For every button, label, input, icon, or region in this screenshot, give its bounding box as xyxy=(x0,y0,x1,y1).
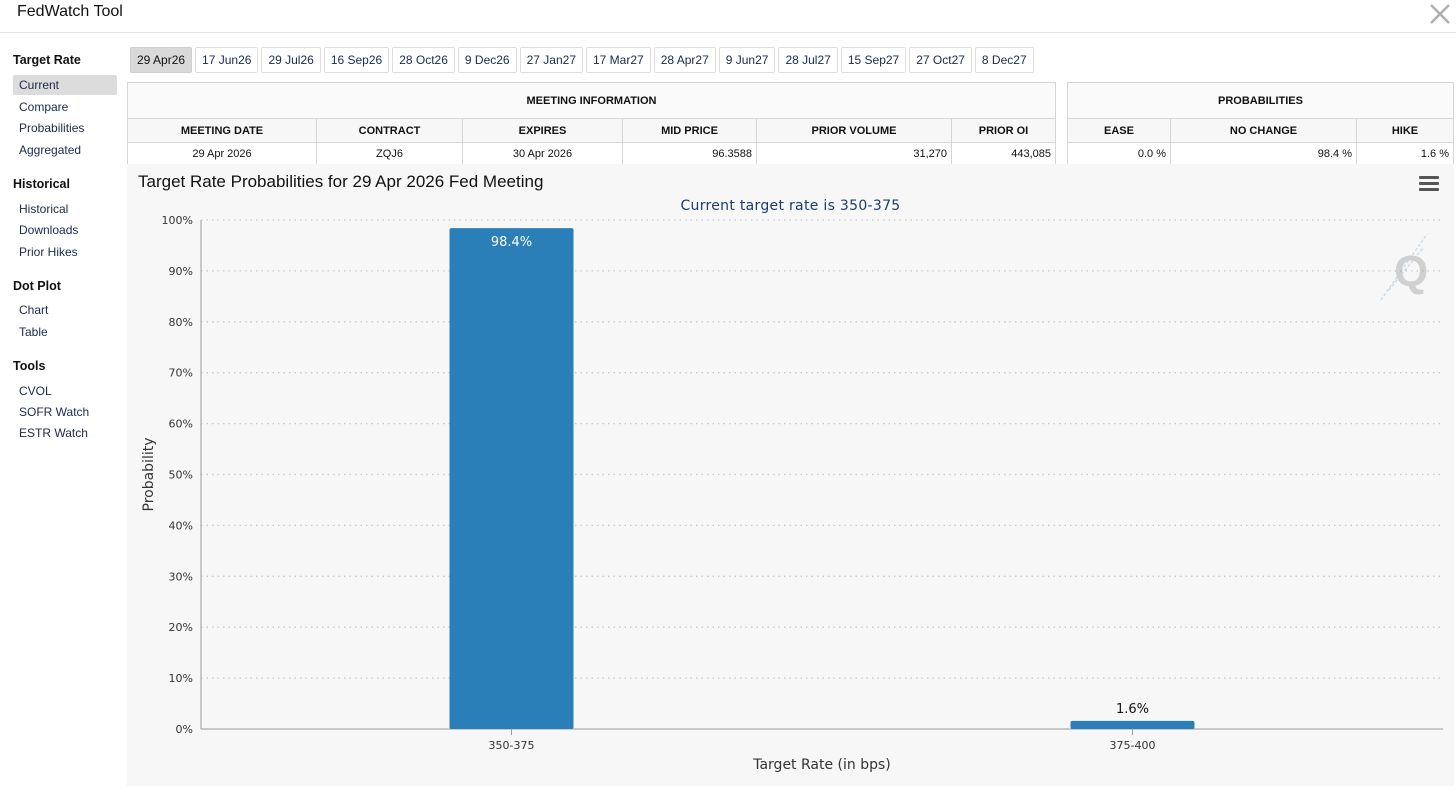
expires-cell: 30 Apr 2026 xyxy=(462,142,623,165)
sidebar-item-downloads[interactable]: Downloads xyxy=(19,223,79,237)
chart-title: Target Rate Probabilities for 29 Apr 202… xyxy=(138,172,544,191)
y-axis-title: Probability xyxy=(141,437,157,511)
sidebar-heading-dot-plot: Dot Plot xyxy=(13,279,61,293)
column-header: MID PRICE xyxy=(622,118,757,143)
tab-meeting[interactable]: 8 Dec27 xyxy=(974,47,1034,73)
close-icon[interactable] xyxy=(1428,2,1452,26)
column-header: HIKE xyxy=(1356,118,1454,143)
column-header: NO CHANGE xyxy=(1170,118,1357,143)
sidebar-heading-historical: Historical xyxy=(13,177,70,191)
probability-chart: 0% 10% 20% 30% 40% 50% 60% 70% 80% 90% 100% 350-375… xyxy=(141,214,1443,773)
y-tick-label: 100% xyxy=(162,214,193,227)
tab-meeting[interactable]: 9 Jun27 xyxy=(718,47,776,73)
tab-meeting[interactable]: 28 Apr27 xyxy=(653,47,716,73)
sidebar-item-prior-hikes[interactable]: Prior Hikes xyxy=(19,245,78,259)
prior-oi-cell: 443,085 xyxy=(951,142,1056,165)
y-tick-label: 60% xyxy=(169,418,193,431)
y-tick-label: 40% xyxy=(169,519,193,532)
y-tick-label: 70% xyxy=(169,367,193,380)
y-tick-label: 10% xyxy=(169,672,193,685)
data-label: 98.4% xyxy=(491,235,532,250)
probabilities-heading: PROBABILITIES xyxy=(1067,82,1454,119)
bar-375-400 xyxy=(1070,720,1195,729)
bar-350-375 xyxy=(449,228,574,730)
column-header: CONTRACT xyxy=(316,118,463,143)
tab-meeting[interactable]: 16 Sep26 xyxy=(323,47,390,73)
sidebar-item-aggregated[interactable]: Aggregated xyxy=(19,143,82,157)
title-bar: FedWatch Tool xyxy=(0,0,1456,33)
x-axis-title: Target Rate (in bps) xyxy=(752,757,891,773)
column-header: EXPIRES xyxy=(462,118,623,143)
sidebar-heading-tools: Tools xyxy=(13,359,46,373)
column-header: MEETING DATE xyxy=(127,118,317,143)
tab-meeting[interactable]: 17 Mar27 xyxy=(586,47,651,73)
tab-meeting[interactable]: 15 Sep27 xyxy=(840,47,907,73)
svg-text:Q: Q xyxy=(1394,247,1428,296)
chart-panel: 0% 10% 20% 30% 40% 50% 60% 70% 80% 90% 100% 350-375… xyxy=(127,164,1454,786)
contract-cell: ZQJ6 xyxy=(316,142,463,165)
sidebar-item-current[interactable]: Current xyxy=(13,75,117,95)
app-title: FedWatch Tool xyxy=(17,3,123,20)
meeting-information-table: MEETING INFORMATION MEETING DATE CONTRAC… xyxy=(127,82,1056,165)
column-header: PRIOR OI xyxy=(951,118,1056,143)
sidebar-item-probabilities[interactable]: Probabilities xyxy=(19,121,85,135)
tab-meeting[interactable]: 9 Dec26 xyxy=(457,47,517,73)
sidebar-item-estr-watch[interactable]: ESTR Watch xyxy=(19,426,88,440)
tab-meeting[interactable]: 28 Oct26 xyxy=(392,47,455,73)
sidebar-heading-target-rate: Target Rate xyxy=(13,53,81,67)
y-tick-label: 0% xyxy=(176,723,193,736)
hamburger-menu-icon[interactable] xyxy=(1419,176,1439,192)
y-tick-label: 20% xyxy=(169,621,193,634)
probabilities-table: PROBABILITIES EASE NO CHANGE HIKE 0.0 % … xyxy=(1067,82,1454,165)
chart-subtitle: Current target rate is 350-375 xyxy=(680,198,901,214)
meeting-tabs: 29 Apr26 17 Jun26 29 Jul26 16 Sep26 28 O… xyxy=(130,47,1034,73)
y-tick-label: 50% xyxy=(169,469,193,482)
prior-volume-cell: 31,270 xyxy=(756,142,952,165)
x-tick-label: 375-400 xyxy=(1110,739,1156,752)
tab-meeting[interactable]: 17 Jun26 xyxy=(195,47,259,73)
sidebar-item-historical[interactable]: Historical xyxy=(19,202,69,216)
sidebar-item-compare[interactable]: Compare xyxy=(19,100,69,114)
mid-price-cell: 96.3588 xyxy=(622,142,757,165)
hike-cell: 1.6 % xyxy=(1356,142,1454,165)
sidebar-item-table[interactable]: Table xyxy=(19,325,48,339)
tab-meeting[interactable]: 27 Jan27 xyxy=(519,47,583,73)
y-tick-label: 80% xyxy=(169,316,193,329)
tab-meeting[interactable]: 29 Apr26 xyxy=(130,47,193,73)
column-header: EASE xyxy=(1067,118,1171,143)
x-tick-label: 350-375 xyxy=(489,739,535,752)
sidebar-item-chart[interactable]: Chart xyxy=(19,303,49,317)
no-change-cell: 98.4 % xyxy=(1170,142,1357,165)
quikstrike-q-logo-icon: Q xyxy=(1380,233,1428,301)
column-header: PRIOR VOLUME xyxy=(756,118,952,143)
tab-meeting[interactable]: 29 Jul26 xyxy=(261,47,321,73)
meeting-date-cell: 29 Apr 2026 xyxy=(127,142,317,165)
data-label: 1.6% xyxy=(1116,702,1149,717)
ease-cell: 0.0 % xyxy=(1067,142,1171,165)
tab-meeting[interactable]: 27 Oct27 xyxy=(909,47,972,73)
y-tick-label: 30% xyxy=(169,570,193,583)
y-tick-label: 90% xyxy=(169,265,193,278)
sidebar-item-cvol[interactable]: CVOL xyxy=(19,384,52,398)
sidebar-item-sofr-watch[interactable]: SOFR Watch xyxy=(19,405,90,419)
meeting-information-heading: MEETING INFORMATION xyxy=(127,82,1056,119)
tab-meeting[interactable]: 28 Jul27 xyxy=(778,47,838,73)
